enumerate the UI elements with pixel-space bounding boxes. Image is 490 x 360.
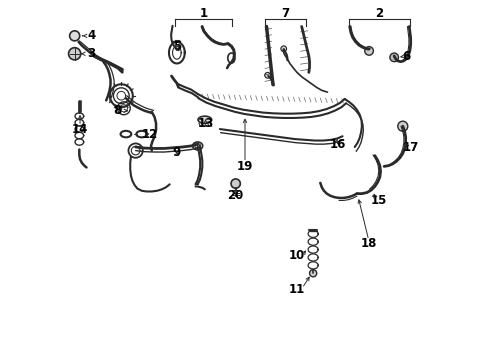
Text: 19: 19 (237, 160, 253, 173)
Text: 15: 15 (370, 194, 387, 207)
Text: 9: 9 (173, 145, 181, 158)
Text: 14: 14 (72, 122, 88, 136)
Circle shape (231, 179, 240, 188)
Text: 4: 4 (87, 29, 96, 42)
Circle shape (310, 270, 317, 277)
Text: 20: 20 (227, 189, 244, 202)
Circle shape (265, 72, 270, 78)
Circle shape (70, 31, 80, 41)
Circle shape (390, 53, 398, 62)
Circle shape (281, 46, 287, 51)
Text: 12: 12 (142, 127, 158, 141)
Circle shape (398, 121, 408, 131)
Text: 7: 7 (281, 8, 289, 21)
Text: 6: 6 (403, 50, 411, 63)
Text: 2: 2 (375, 8, 384, 21)
Text: 10: 10 (289, 249, 305, 262)
Text: 17: 17 (403, 140, 419, 153)
Ellipse shape (198, 116, 212, 123)
Text: 8: 8 (114, 104, 122, 117)
Text: 1: 1 (200, 8, 208, 21)
Text: 3: 3 (87, 47, 96, 60)
Text: 16: 16 (330, 138, 346, 151)
Circle shape (365, 46, 373, 55)
Circle shape (69, 48, 81, 60)
Text: 5: 5 (173, 40, 181, 53)
Text: 13: 13 (197, 117, 214, 130)
Text: 18: 18 (361, 237, 377, 250)
Text: 11: 11 (289, 283, 305, 296)
